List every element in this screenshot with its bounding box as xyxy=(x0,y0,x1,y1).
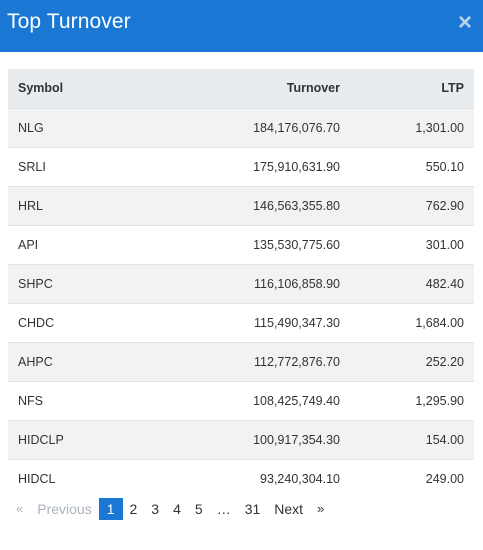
turnover-table: Symbol Turnover LTP NLG 184,176,076.70 1… xyxy=(8,69,474,498)
cell-symbol: NFS xyxy=(8,381,128,421)
cell-ltp: 301.00 xyxy=(350,225,474,265)
table-row[interactable]: HRL 146,563,355.80 762.90 xyxy=(8,186,474,226)
cell-turnover: 116,106,858.90 xyxy=(128,264,350,304)
cell-turnover: 112,772,876.70 xyxy=(128,342,350,382)
table-row[interactable]: API 135,530,775.60 301.00 xyxy=(8,225,474,265)
cell-turnover: 175,910,631.90 xyxy=(128,147,350,187)
modal-title: Top Turnover xyxy=(7,10,131,33)
cell-turnover: 146,563,355.80 xyxy=(128,186,350,226)
cell-turnover: 115,490,347.30 xyxy=(128,303,350,343)
pagination-ellipsis: … xyxy=(216,501,231,517)
cell-symbol: HRL xyxy=(8,186,128,226)
cell-ltp: 1,295.90 xyxy=(350,381,474,421)
cell-ltp: 762.90 xyxy=(350,186,474,226)
cell-ltp: 550.10 xyxy=(350,147,474,187)
cell-turnover: 100,917,354.30 xyxy=(128,420,350,460)
table-row[interactable]: HIDCLP 100,917,354.30 154.00 xyxy=(8,420,474,460)
cell-symbol: AHPC xyxy=(8,342,128,382)
table-row[interactable]: HIDCL 93,240,304.10 249.00 xyxy=(8,459,474,498)
next-arrow-icon[interactable]: » xyxy=(317,501,325,516)
previous-arrow-icon: « xyxy=(16,501,24,516)
cell-symbol: SRLI xyxy=(8,147,128,187)
page-button-31[interactable]: 31 xyxy=(244,501,261,517)
table-row[interactable]: SRLI 175,910,631.90 550.10 xyxy=(8,147,474,187)
cell-turnover: 108,425,749.40 xyxy=(128,381,350,421)
table-row[interactable]: CHDC 115,490,347.30 1,684.00 xyxy=(8,303,474,343)
column-header-turnover[interactable]: Turnover xyxy=(128,69,350,109)
cell-ltp: 154.00 xyxy=(350,420,474,460)
cell-ltp: 1,684.00 xyxy=(350,303,474,343)
page-button-3[interactable]: 3 xyxy=(151,501,160,517)
pagination: « Previous 1 2 3 4 5 … 31 Next » xyxy=(8,497,331,521)
page-button-2[interactable]: 2 xyxy=(129,501,138,517)
cell-symbol: HIDCL xyxy=(8,459,128,498)
table-header-row: Symbol Turnover LTP xyxy=(8,69,474,109)
cell-symbol: HIDCLP xyxy=(8,420,128,460)
cell-turnover: 184,176,076.70 xyxy=(128,108,350,148)
close-icon[interactable]: × xyxy=(457,9,472,36)
cell-symbol: CHDC xyxy=(8,303,128,343)
cell-symbol: SHPC xyxy=(8,264,128,304)
cell-symbol: NLG xyxy=(8,108,128,148)
column-header-symbol[interactable]: Symbol xyxy=(8,69,128,109)
cell-ltp: 482.40 xyxy=(350,264,474,304)
next-page-button[interactable]: Next xyxy=(274,501,304,517)
table-row[interactable]: NFS 108,425,749.40 1,295.90 xyxy=(8,381,474,421)
cell-ltp: 249.00 xyxy=(350,459,474,498)
cell-ltp: 252.20 xyxy=(350,342,474,382)
table-row[interactable]: AHPC 112,772,876.70 252.20 xyxy=(8,342,474,382)
cell-ltp: 1,301.00 xyxy=(350,108,474,148)
column-header-ltp[interactable]: LTP xyxy=(350,69,474,109)
cell-turnover: 135,530,775.60 xyxy=(128,225,350,265)
previous-page-button: Previous xyxy=(37,501,92,517)
page-button-4[interactable]: 4 xyxy=(173,501,181,517)
table-row[interactable]: NLG 184,176,076.70 1,301.00 xyxy=(8,108,474,148)
cell-symbol: API xyxy=(8,225,128,265)
modal-header: Top Turnover × xyxy=(0,0,483,52)
table-row[interactable]: SHPC 116,106,858.90 482.40 xyxy=(8,264,474,304)
page-button-1[interactable]: 1 xyxy=(98,498,123,520)
cell-turnover: 93,240,304.10 xyxy=(128,459,350,498)
turnover-table-container: Symbol Turnover LTP NLG 184,176,076.70 1… xyxy=(8,69,474,498)
page-button-5[interactable]: 5 xyxy=(194,501,203,517)
